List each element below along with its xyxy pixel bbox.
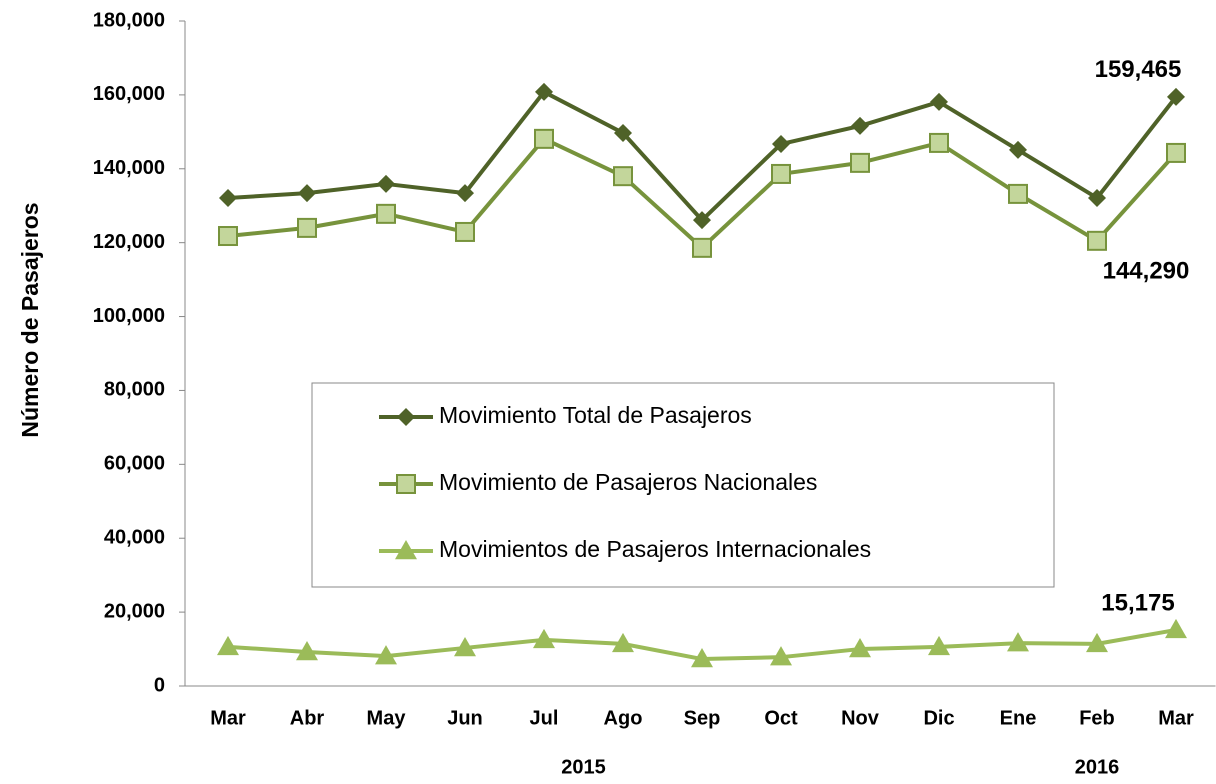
y-tick-label: 120,000: [93, 231, 165, 253]
data-point: [929, 132, 949, 153]
data-point: [455, 221, 475, 242]
data-point: [614, 123, 632, 142]
data-point: [456, 184, 474, 203]
data-point: [535, 82, 553, 101]
x-tick-label: Jun: [447, 707, 483, 729]
x-tick-label: Ene: [1000, 707, 1037, 729]
legend-marker: [396, 474, 416, 494]
x-tick-label: Jul: [530, 707, 559, 729]
x-tick-label: Feb: [1079, 707, 1115, 729]
y-tick-label: 40,000: [104, 527, 165, 549]
data-point: [928, 635, 950, 656]
x-tick-label: Abr: [290, 707, 325, 729]
legend-label: Movimiento de Pasajeros Nacionales: [439, 469, 817, 495]
data-point: [693, 211, 711, 230]
legend-box: [311, 382, 1055, 588]
data-point: [691, 648, 713, 668]
data-label: 15,175: [1101, 589, 1174, 616]
data-point: [219, 188, 237, 207]
data-point: [613, 166, 633, 187]
data-point: [692, 237, 712, 258]
x-tick-label: Oct: [764, 707, 798, 729]
data-point: [612, 632, 634, 653]
data-label: 159,465: [1095, 56, 1182, 83]
x-tick-label: Nov: [841, 707, 880, 729]
y-tick-label: 60,000: [104, 453, 165, 475]
data-point: [1165, 618, 1187, 639]
data-point: [930, 92, 948, 111]
data-point: [1009, 140, 1027, 159]
data-point: [772, 135, 790, 154]
data-point: [1086, 632, 1108, 653]
data-point: [297, 217, 317, 238]
data-point: [1088, 188, 1106, 207]
data-point: [296, 641, 318, 661]
x-tick-label: Ago: [604, 707, 643, 729]
data-point: [850, 152, 870, 173]
data-point: [375, 645, 397, 665]
x-tick-label: May: [367, 707, 407, 729]
series-line: [227, 89, 1178, 223]
x-tick-label: Sep: [684, 707, 721, 729]
legend-marker: [395, 540, 417, 560]
data-point: [849, 638, 871, 658]
x-group-label: 2016: [1075, 756, 1120, 778]
data-point: [217, 635, 239, 656]
data-point: [1167, 87, 1185, 106]
data-point: [218, 226, 238, 247]
data-point: [298, 184, 316, 203]
series-line: [227, 136, 1178, 250]
data-point: [533, 628, 555, 649]
data-point: [851, 116, 869, 135]
y-tick-label: 140,000: [93, 157, 165, 179]
x-tick-label: Mar: [1158, 707, 1194, 729]
data-label: 144,290: [1103, 257, 1190, 284]
y-tick-label: 160,000: [93, 83, 165, 105]
data-point: [1087, 230, 1107, 251]
y-tick-label: 20,000: [104, 600, 165, 622]
data-point: [1166, 142, 1186, 163]
y-tick-label: 80,000: [104, 379, 165, 401]
data-point: [534, 128, 554, 149]
y-axis-label: Número de Pasajeros: [17, 202, 43, 437]
data-point: [376, 203, 396, 224]
y-tick-label: 180,000: [93, 9, 165, 31]
legend-marker: [397, 408, 415, 426]
y-tick-label: 0: [154, 674, 165, 696]
legend-label: Movimientos de Pasajeros Internacionales: [439, 536, 871, 562]
data-point: [454, 636, 476, 657]
data-point: [1007, 632, 1029, 652]
legend-label: Movimiento Total de Pasajeros: [439, 402, 752, 428]
data-point: [377, 174, 395, 193]
x-tick-label: Dic: [923, 707, 954, 729]
data-point: [1008, 183, 1028, 204]
data-point: [770, 646, 792, 666]
x-group-label: 2015: [561, 756, 606, 778]
x-tick-label: Mar: [210, 707, 246, 729]
y-tick-label: 100,000: [93, 305, 165, 327]
data-point: [771, 163, 791, 184]
